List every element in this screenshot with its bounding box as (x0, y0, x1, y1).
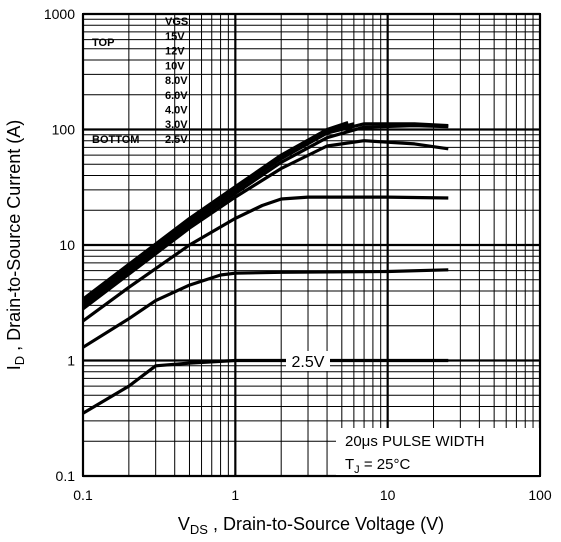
legend-title: VGS (165, 16, 188, 28)
curve (82, 358, 449, 415)
x-label-text: , Drain-to-Source Voltage (V) (208, 514, 444, 534)
x-tick-label: 0.1 (73, 487, 93, 503)
y-tick-label: 0.1 (56, 468, 76, 484)
y-label-text: , Drain-to-Source Current (A) (4, 120, 24, 356)
legend-entry: 15V (165, 31, 185, 43)
y-tick-label: 1 (67, 353, 75, 369)
note-box (336, 428, 539, 475)
y-tick-label: 10 (59, 237, 75, 253)
curve (82, 195, 449, 323)
x-label-subscript: DS (190, 522, 208, 537)
legend-top-label: TOP (92, 37, 114, 49)
y-tick-label: 100 (52, 122, 76, 138)
temp-note: TJ = 25°C (345, 456, 410, 476)
curve-label-bg (286, 351, 330, 371)
curve (82, 268, 449, 349)
legend-entry: 2.5V (165, 134, 188, 146)
legend-bottom-label: BOTTOM (92, 134, 139, 146)
x-tick-label: 100 (528, 487, 552, 503)
legend-entry: 10V (165, 60, 185, 72)
temp-symbol: T (345, 456, 354, 473)
curve (82, 124, 449, 307)
y-tick-label: 1000 (44, 6, 75, 22)
x-tick-label: 1 (231, 487, 239, 503)
y-label-subscript: D (12, 356, 27, 365)
curve-label: 2.5V (292, 354, 325, 371)
legend-entry: 12V (165, 46, 185, 58)
pulse-note: 20μs PULSE WIDTH (345, 433, 485, 450)
y-axis-label: ID , Drain-to-Source Current (A) (4, 120, 27, 370)
legend-entry: 4.0V (165, 105, 188, 117)
x-label-symbol: V (178, 514, 190, 534)
legend-entry: 6.0V (165, 90, 188, 102)
curve (82, 139, 449, 311)
plot-border (82, 13, 541, 477)
x-axis-label: VDS , Drain-to-Source Voltage (V) (178, 514, 444, 537)
x-tick-label: 10 (380, 487, 396, 503)
temp-subscript: J (354, 464, 360, 476)
curve (82, 122, 449, 304)
legend-entry: 3.0V (165, 119, 188, 131)
y-label-symbol: I (4, 365, 24, 370)
legend-entry: 8.0V (165, 75, 188, 87)
temp-text: = 25°C (360, 456, 411, 473)
